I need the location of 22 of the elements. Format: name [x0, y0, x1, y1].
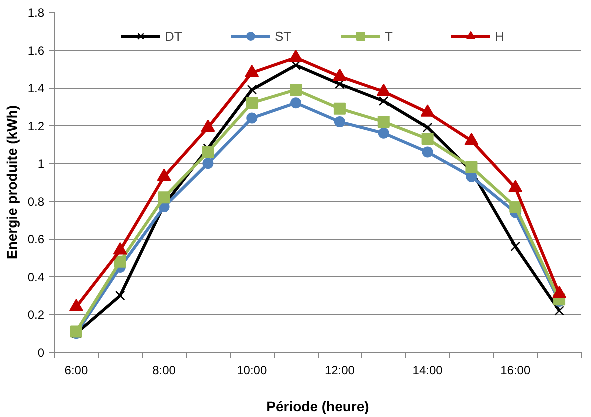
x-tick-label: 12:00 — [324, 364, 356, 378]
x-tick-label: 14:00 — [412, 364, 444, 378]
y-axis-title: Energie produite (kWh) — [4, 106, 20, 260]
y-tick-label: 1.4 — [28, 82, 45, 96]
x-tick-label: 10:00 — [237, 364, 268, 378]
y-tick-label: 0.2 — [28, 308, 45, 322]
y-tick-label: 1.6 — [28, 44, 45, 58]
y-tick-label: 0 — [38, 346, 45, 360]
legend-label: T — [385, 28, 394, 44]
y-tick-label: 0.8 — [28, 194, 45, 209]
y-tick-label: 0.4 — [28, 270, 45, 284]
x-axis-title: Période (heure) — [266, 398, 370, 414]
x-tick-label: 6:00 — [64, 364, 88, 378]
legend-label: H — [495, 28, 506, 44]
legend-label: ST — [275, 28, 293, 44]
y-tick-label: 0.6 — [28, 232, 45, 247]
y-tick-label: 1.8 — [28, 6, 45, 20]
y-tick-label: 1.2 — [28, 119, 45, 134]
x-tick-label: 8:00 — [152, 364, 176, 378]
legend-label: DT — [165, 28, 184, 44]
y-tick-label: 1 — [38, 157, 45, 172]
x-tick-label: 16:00 — [500, 364, 531, 378]
